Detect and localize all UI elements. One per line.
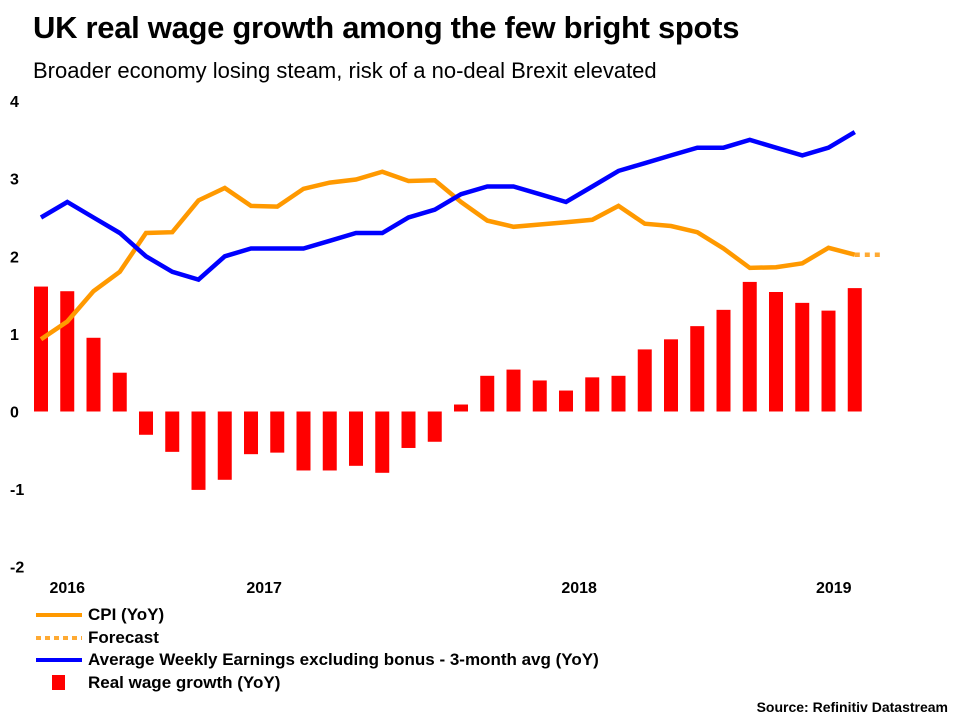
x-tick-label: 2017	[246, 580, 282, 597]
bar-real-wage	[349, 411, 363, 466]
bar-series-real-wage	[34, 281, 862, 490]
legend-swatch-awe-line	[36, 649, 84, 671]
bar-real-wage	[480, 375, 495, 412]
line-series	[39, 130, 881, 342]
bar-real-wage	[112, 372, 127, 412]
bar-real-wage	[611, 375, 626, 412]
y-tick-label: -1	[10, 482, 24, 499]
legend-item-real-wage: Real wage growth (YoY)	[36, 672, 599, 695]
y-tick-label: 4	[10, 94, 19, 111]
y-axis-ticks: 4 3 2 1 0 -1 -2	[10, 94, 24, 577]
bar-real-wage	[742, 281, 757, 412]
line-awe	[39, 130, 856, 283]
legend-label: Forecast	[88, 627, 159, 647]
x-axis-ticks: 2016 2017 2018 2019	[49, 580, 851, 597]
bar-real-wage	[86, 337, 101, 412]
chart-title: UK real wage growth among the few bright…	[33, 10, 740, 45]
bar-real-wage	[585, 377, 600, 412]
line-cpi	[39, 169, 856, 342]
legend-swatch-real-wage-bar	[36, 672, 84, 694]
bar-real-wage	[795, 302, 810, 412]
bar-real-wage	[821, 310, 836, 412]
bar-real-wage	[270, 411, 285, 453]
bar-real-wage	[637, 349, 652, 412]
x-tick-label: 2018	[561, 580, 597, 597]
legend-item-awe: Average Weekly Earnings excluding bonus …	[36, 649, 599, 672]
chart-plot: 4 3 2 1 0 -1 -2 2016 2017 2018 2019	[10, 94, 881, 597]
source-note: Source: Refinitiv Datastream	[756, 699, 948, 715]
y-tick-label: 1	[10, 327, 19, 344]
bar-real-wage	[532, 380, 547, 412]
bar-real-wage	[375, 411, 390, 473]
x-tick-label: 2019	[816, 580, 852, 597]
bar-real-wage	[847, 288, 862, 412]
bar-real-wage	[401, 411, 416, 448]
bar-real-wage	[191, 411, 206, 490]
bar-real-wage	[244, 411, 258, 455]
legend-label: CPI (YoY)	[88, 605, 165, 625]
bar-real-wage	[427, 411, 442, 442]
x-tick-label: 2016	[49, 580, 85, 597]
bar-real-wage	[690, 326, 705, 412]
legend-item-cpi: CPI (YoY)	[36, 604, 599, 627]
bar-real-wage	[296, 411, 311, 471]
bar-real-wage	[217, 411, 232, 480]
bar-real-wage	[454, 404, 468, 412]
y-tick-label: -2	[10, 560, 24, 577]
bar-real-wage	[139, 411, 153, 435]
bar-real-wage	[716, 309, 731, 412]
bar-real-wage	[60, 291, 75, 412]
y-tick-label: 2	[10, 249, 19, 266]
bar-real-wage	[664, 339, 678, 412]
bar-real-wage	[769, 291, 783, 412]
legend-swatch-forecast-dotted	[36, 627, 84, 649]
legend-label: Average Weekly Earnings excluding bonus …	[88, 650, 599, 670]
legend-swatch-cpi-line	[36, 604, 84, 626]
legend-item-forecast: Forecast	[36, 627, 599, 650]
bar-real-wage	[559, 390, 573, 412]
y-tick-label: 3	[10, 172, 19, 189]
legend: CPI (YoY) Forecast Average Weekly Earnin…	[36, 604, 599, 694]
y-tick-label: 0	[10, 405, 19, 422]
bar-real-wage	[34, 286, 48, 412]
bar-real-wage	[506, 369, 521, 412]
bar-real-wage	[165, 411, 180, 452]
chart-subtitle: Broader economy losing steam, risk of a …	[33, 58, 657, 83]
bar-real-wage	[322, 411, 337, 471]
legend-label: Real wage growth (YoY)	[88, 672, 281, 692]
